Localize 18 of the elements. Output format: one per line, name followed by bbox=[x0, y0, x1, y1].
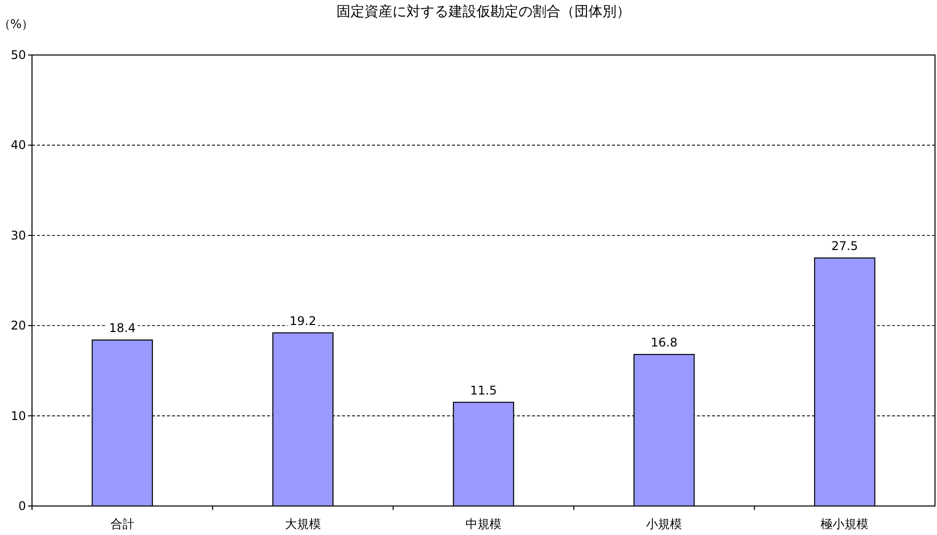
y-tick-label: 20 bbox=[10, 318, 26, 333]
y-tick-label: 10 bbox=[10, 408, 26, 423]
data-label: 18.4 bbox=[108, 321, 136, 336]
y-tick-label: 30 bbox=[10, 228, 26, 242]
data-label: 27.5 bbox=[831, 238, 858, 253]
y-tick-label: 50 bbox=[10, 48, 26, 62]
x-tick-label: 大規模 bbox=[284, 517, 321, 531]
x-tick-label: 合計 bbox=[110, 517, 134, 531]
y-axis-title: （%） bbox=[0, 17, 34, 31]
data-label: 11.5 bbox=[470, 383, 497, 398]
x-tick-label: 小規模 bbox=[646, 517, 682, 531]
y-tick-label: 0 bbox=[18, 499, 26, 513]
y-tick-label: 40 bbox=[10, 138, 26, 152]
x-tick-label: 極小規模 bbox=[820, 517, 869, 531]
x-tick-label: 中規模 bbox=[466, 517, 502, 531]
data-label: 16.8 bbox=[650, 335, 678, 350]
data-label: 19.2 bbox=[290, 314, 316, 328]
chart-title: 固定資産に対する建設仮勘定の割合（団体別） bbox=[336, 4, 630, 20]
